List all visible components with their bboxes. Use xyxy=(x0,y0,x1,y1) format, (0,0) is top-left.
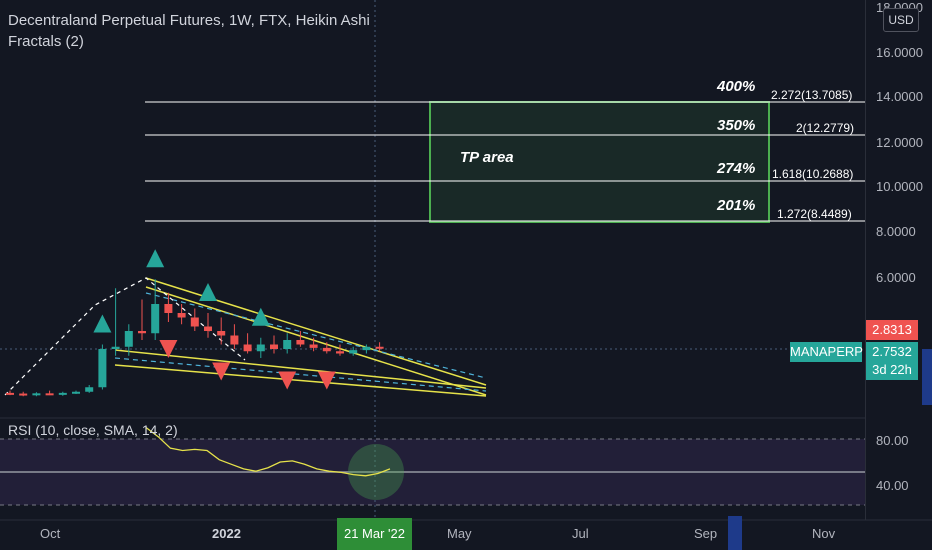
countdown-tag: 3d 22h xyxy=(866,360,918,380)
symbol-tag: MANAPERP xyxy=(790,342,863,362)
fractal-up-marker xyxy=(251,307,270,326)
price-label: 8.0000 xyxy=(876,224,916,239)
time-axis-marker xyxy=(728,516,742,550)
price-label: 12.0000 xyxy=(876,135,923,150)
fractal-down-marker xyxy=(278,371,297,390)
candle-body[interactable] xyxy=(151,304,160,334)
wedge-upper-line[interactable] xyxy=(145,277,487,386)
last-price-tag: 2.8313 xyxy=(866,320,918,340)
candle-body[interactable] xyxy=(296,340,305,345)
time-label: May xyxy=(447,526,472,541)
candle-body[interactable] xyxy=(256,344,265,352)
candle-body[interactable] xyxy=(230,335,239,345)
fib-value-400: 2.272(13.7085) xyxy=(771,88,853,102)
time-label: Sep xyxy=(694,526,718,541)
candle-body[interactable] xyxy=(32,393,41,396)
rsi-line[interactable] xyxy=(145,426,391,477)
time-label: 2022 xyxy=(212,526,241,541)
fractal-up-marker xyxy=(93,314,112,333)
candles-group xyxy=(6,279,384,397)
candle-body[interactable] xyxy=(19,393,28,396)
price-label: 16.0000 xyxy=(876,45,923,60)
candle-body[interactable] xyxy=(375,346,384,349)
wedge-lower-line[interactable] xyxy=(114,364,487,397)
symbol-title[interactable]: Decentraland Perpetual Futures, 1W, FTX,… xyxy=(8,12,370,29)
time-label: Nov xyxy=(812,526,836,541)
candle-body[interactable] xyxy=(283,340,292,349)
candle-body[interactable] xyxy=(6,392,14,395)
tp-area-box[interactable] xyxy=(429,101,770,223)
channel-dashed-upper[interactable] xyxy=(145,292,487,379)
fib-pct-400: 400% xyxy=(717,78,756,95)
fib-value-350: 2(12.2779) xyxy=(796,121,855,135)
rsi-level-label: 80.00 xyxy=(876,433,909,448)
candle-body[interactable] xyxy=(190,317,199,327)
candle-body[interactable] xyxy=(322,347,331,352)
time-label: Oct xyxy=(40,526,61,541)
right-edge-marker xyxy=(922,349,932,405)
candle-body[interactable] xyxy=(164,304,173,313)
rsi-level-label: 40.00 xyxy=(876,478,909,493)
mark-price-tag: 2.7532 xyxy=(866,342,918,362)
candle-body[interactable] xyxy=(349,350,358,354)
candle-body[interactable] xyxy=(204,326,212,332)
fib-pct-350: 350% xyxy=(717,117,756,134)
time-label: Jul xyxy=(572,526,589,541)
candle-body[interactable] xyxy=(124,331,133,347)
candle-body[interactable] xyxy=(72,391,80,394)
fractal-down-marker xyxy=(317,371,336,390)
currency-badge[interactable]: USD xyxy=(883,8,919,32)
wedge-middle-line[interactable] xyxy=(114,349,487,389)
candle-body[interactable] xyxy=(58,392,67,395)
price-label: 10.0000 xyxy=(876,179,923,194)
candle-body[interactable] xyxy=(98,349,107,388)
candle-body[interactable] xyxy=(138,331,146,334)
fib-value-201: 1.272(8.4489) xyxy=(777,207,852,221)
crosshair-date-tag: 21 Mar '22 xyxy=(337,518,412,550)
wedge-upper-inner-line[interactable] xyxy=(145,286,487,396)
fib-pct-201: 201% xyxy=(717,197,756,214)
price-label: 14.0000 xyxy=(876,89,923,104)
fractals-group xyxy=(93,249,336,390)
fractals-indicator-label[interactable]: Fractals (2) xyxy=(8,33,84,50)
fib-pct-274: 274% xyxy=(717,160,756,177)
candle-body[interactable] xyxy=(270,344,278,350)
candle-body[interactable] xyxy=(309,344,318,348)
candle-body[interactable] xyxy=(45,393,54,396)
candle-body[interactable] xyxy=(177,313,186,318)
fractal-down-marker xyxy=(212,362,231,381)
candle-body[interactable] xyxy=(362,346,371,351)
candle-body[interactable] xyxy=(243,344,252,352)
fib-value-274: 1.618(10.2688) xyxy=(772,167,854,181)
fractal-up-marker xyxy=(199,283,217,301)
rsi-highlight-circle xyxy=(348,444,404,500)
fractal-up-marker xyxy=(146,249,165,268)
price-label: 6.0000 xyxy=(876,270,916,285)
candle-body[interactable] xyxy=(85,387,94,392)
channel-dashed-lower[interactable] xyxy=(114,357,487,392)
chart-legend: Decentraland Perpetual Futures, 1W, FTX,… xyxy=(8,10,370,52)
rsi-indicator-label[interactable]: RSI (10, close, SMA, 14, 2) xyxy=(8,422,178,438)
price-axis[interactable] xyxy=(865,0,932,520)
candle-body[interactable] xyxy=(217,331,226,336)
fractal-down-marker xyxy=(159,340,178,358)
tp-area-label: TP area xyxy=(460,149,514,166)
candle-body[interactable] xyxy=(336,351,344,354)
candle-body[interactable] xyxy=(111,346,120,349)
